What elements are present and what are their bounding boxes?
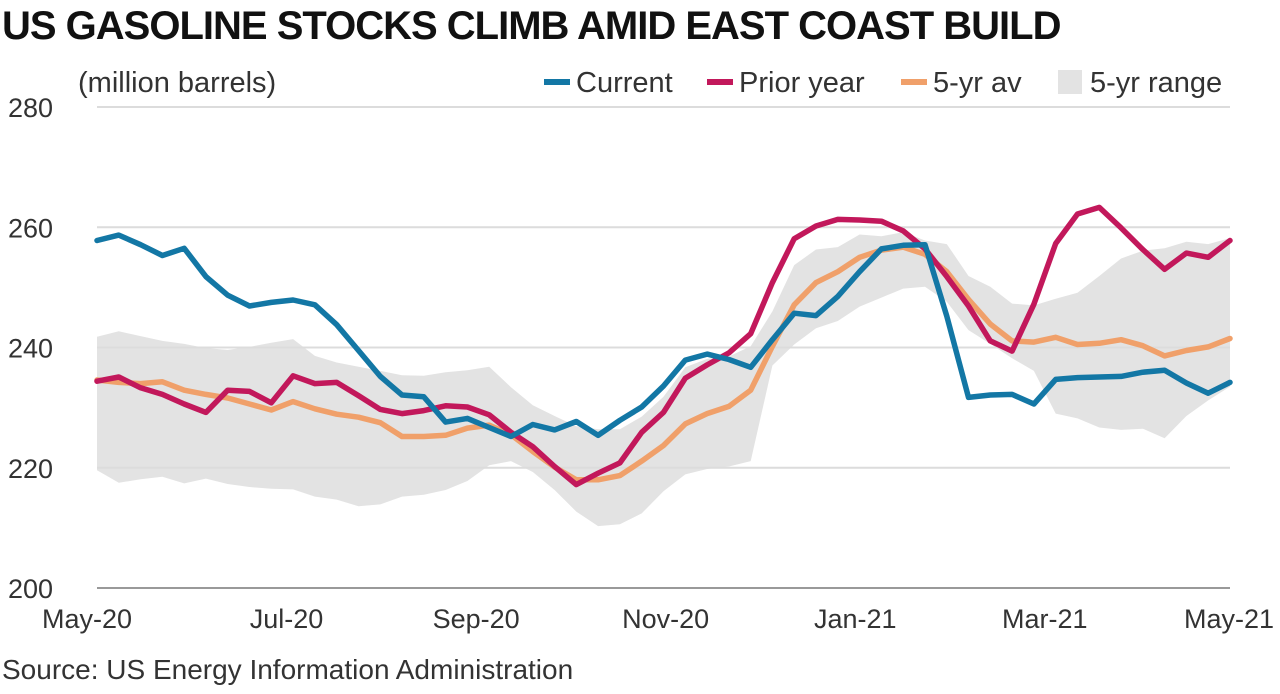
x-tick-label: May-21 — [1184, 604, 1274, 634]
legend: Current Prior year 5-yr av 5-yr range — [544, 67, 1222, 99]
series-lines — [94, 204, 1233, 488]
gridlines — [97, 106, 1230, 589]
legend-label-current: Current — [576, 67, 673, 99]
y-tick-label: 280 — [8, 93, 53, 123]
y-tick-label: 220 — [8, 454, 53, 484]
source-note: Source: US Energy Information Administra… — [2, 654, 574, 685]
range-layer — [97, 232, 1230, 527]
chart-title: US GASOLINE STOCKS CLIMB AMID EAST COAST… — [2, 4, 1061, 48]
legend-label-avg5: 5-yr av — [933, 67, 1022, 99]
x-tick-label: Nov-20 — [622, 604, 709, 634]
series-line-current — [94, 232, 1233, 440]
x-tick-label: Mar-21 — [1002, 604, 1088, 634]
range-band — [97, 232, 1230, 527]
legend-swatch-range5 — [1058, 70, 1082, 94]
series-line-prior_year — [94, 204, 1233, 488]
x-axis: May-20 Jul-20 Sep-20 Nov-20 Jan-21 Mar-21 May-… — [42, 604, 1274, 634]
x-tick-label: Sep-20 — [433, 604, 520, 634]
y-tick-label: 200 — [8, 574, 53, 604]
x-tick-label: Jan-21 — [814, 604, 897, 634]
y-axis: 200 220 240 260 280 — [8, 93, 53, 604]
y-axis-label: (million barrels) — [78, 67, 276, 99]
x-tick-label: Jul-20 — [250, 604, 324, 634]
y-tick-label: 240 — [8, 334, 53, 364]
legend-label-range5: 5-yr range — [1090, 67, 1222, 99]
series-line-avg5 — [94, 244, 1233, 483]
legend-label-prior_year: Prior year — [739, 67, 865, 99]
y-tick-label: 260 — [8, 213, 53, 243]
x-tick-label: May-20 — [42, 604, 132, 634]
